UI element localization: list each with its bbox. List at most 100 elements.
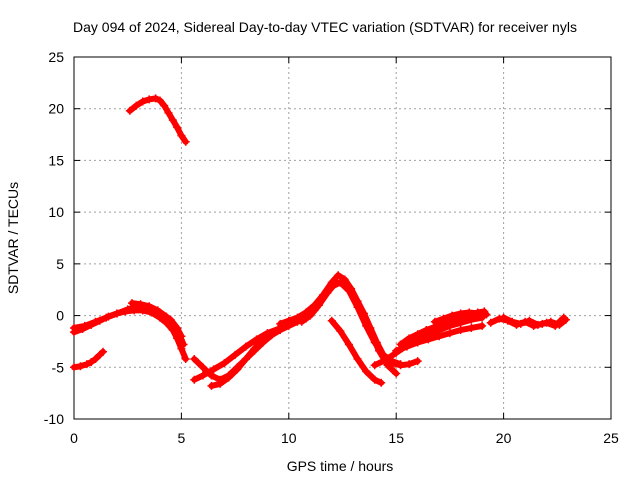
data-point (138, 97, 147, 106)
series-arc-n (392, 321, 487, 355)
data-point (353, 303, 362, 312)
data-point (179, 340, 188, 349)
x-tick-label: 15 (388, 430, 404, 446)
data-point (173, 123, 182, 132)
data-point (127, 299, 136, 308)
data-point (486, 318, 495, 327)
data-point (424, 335, 433, 344)
data-point (456, 309, 465, 318)
data-point (379, 350, 388, 359)
y-tick-label: 0 (56, 308, 64, 324)
data-point (76, 362, 85, 371)
x-tick-label: 20 (496, 430, 512, 446)
data-point (551, 321, 560, 330)
x-tick-label: 25 (603, 430, 619, 446)
data-point (405, 334, 414, 343)
data-point (181, 355, 190, 364)
y-tick-label: -10 (44, 411, 64, 427)
data-point (516, 319, 525, 328)
data-point (396, 360, 405, 369)
data-point (80, 321, 89, 330)
data-point (465, 308, 474, 317)
axis-ticks: 0 5 10 15 20 25 -10 -5 0 5 10 15 20 25 (44, 49, 619, 446)
data-point (402, 342, 411, 351)
data-point (259, 335, 268, 344)
x-axis-label: GPS time / hours (287, 458, 394, 474)
data-point (155, 96, 164, 105)
data-point (445, 329, 454, 338)
series-line (208, 330, 275, 389)
data-point (168, 116, 177, 125)
data-point (392, 369, 401, 378)
y-tick-label: 25 (48, 49, 64, 65)
data-point (70, 363, 78, 372)
data-point (435, 332, 444, 341)
data-point (327, 316, 336, 325)
y-tick-label: 10 (48, 204, 64, 220)
data-point (125, 106, 134, 115)
data-point (164, 108, 173, 117)
data-point (319, 292, 328, 301)
grid (74, 57, 611, 419)
data-point (145, 302, 154, 311)
data-point (136, 300, 145, 309)
data-point (392, 346, 401, 355)
data-point (405, 360, 414, 369)
data-point (207, 381, 216, 390)
data-point (87, 358, 96, 367)
data-point (413, 338, 422, 347)
data-point (336, 278, 345, 287)
data-point (168, 319, 177, 328)
data-point (467, 323, 476, 332)
data-point (430, 317, 439, 326)
data-point (190, 355, 199, 364)
data-point (82, 360, 91, 369)
data-point (160, 101, 169, 110)
data-point (381, 356, 390, 365)
data-point (344, 340, 353, 349)
y-axis-label: SDTVAR / TECUs (5, 182, 21, 294)
series-arc-b (70, 347, 107, 372)
data-point (70, 323, 78, 332)
data-point (162, 312, 171, 321)
data-point (102, 313, 111, 322)
x-tick-label: 5 (178, 430, 186, 446)
series-arc-r (499, 313, 568, 330)
data-point (413, 357, 422, 366)
data-point (413, 330, 422, 339)
data-point (396, 340, 405, 349)
data-point (456, 326, 465, 335)
data-point (112, 309, 121, 318)
data-point (473, 309, 482, 318)
data-point (336, 327, 345, 336)
data-point (508, 317, 517, 326)
data-point (482, 310, 491, 319)
data-point (91, 355, 100, 364)
data-point (383, 361, 392, 370)
y-tick-label: 5 (56, 256, 64, 272)
y-tick-label: 15 (48, 152, 64, 168)
data-point (370, 361, 379, 370)
x-tick-label: 10 (281, 430, 297, 446)
y-tick-label: -5 (52, 359, 65, 375)
data-point (362, 367, 371, 376)
y-tick-label: 20 (48, 101, 64, 117)
data-point (422, 326, 431, 335)
data-point (284, 316, 293, 325)
data-point (153, 306, 162, 315)
data-point (533, 320, 542, 329)
data-point (353, 355, 362, 364)
data-point (190, 375, 199, 384)
data-point (448, 311, 457, 320)
data-point (334, 271, 343, 280)
data-point (559, 313, 568, 322)
data-point (370, 338, 379, 347)
data-point (145, 95, 154, 104)
data-point (297, 317, 306, 326)
data-point (177, 131, 186, 140)
chart-title: Day 094 of 2024, Sidereal Day-to-day VTE… (73, 19, 577, 35)
data-point (370, 375, 379, 384)
data-point (478, 321, 487, 330)
series-arc-h (207, 329, 276, 390)
